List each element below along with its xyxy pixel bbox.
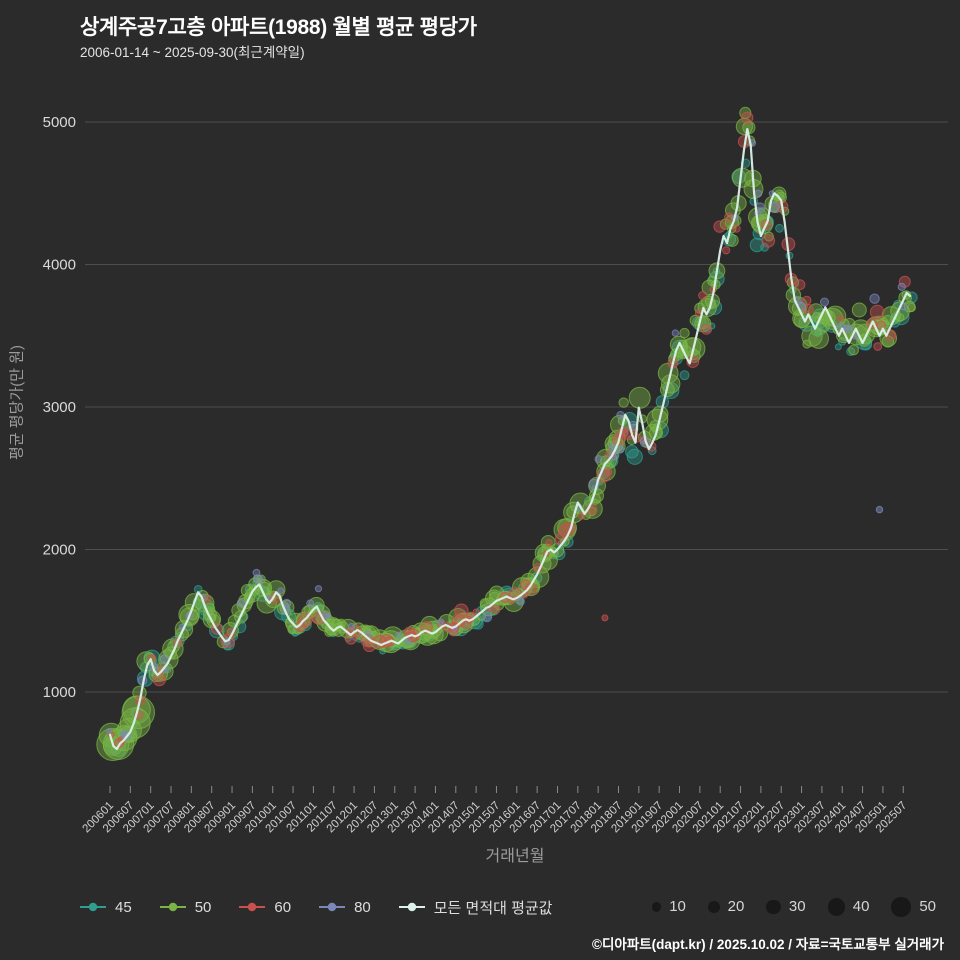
size-circle-icon: [707, 901, 720, 913]
page-subtitle: 2006-01-14 ~ 2025-09-30(최근계약일): [80, 45, 305, 60]
size-legend-label: 30: [788, 898, 806, 916]
credit-text: ©디아파트(dapt.kr) / 2025.10.02 / 자료=국토교통부 실…: [592, 937, 944, 952]
svg-text:5000: 5000: [43, 114, 76, 131]
size-legend-item-20: 20: [707, 898, 745, 916]
legend-item-80[interactable]: 80: [317, 899, 371, 916]
svg-text:3000: 3000: [43, 399, 76, 416]
size-circle-icon: [652, 902, 662, 912]
x-axis-title: 거래년월: [485, 848, 545, 865]
legend-marker-icon: [239, 902, 266, 912]
chart-canvas[interactable]: 1000200030004000500020060120060720070120…: [0, 0, 960, 852]
size-legend-label: 50: [919, 898, 936, 916]
y-axis-title: 평균 평당가(만 원): [8, 345, 26, 460]
size-circle-icon: [891, 897, 912, 917]
legend-label: 모든 면적대 평균값: [433, 899, 553, 917]
size-legend-label: 20: [727, 898, 745, 916]
size-legend-item-30: 30: [766, 898, 806, 916]
legend-label: 80: [354, 898, 371, 916]
legend-item-60[interactable]: 60: [237, 899, 291, 916]
legend-label: 45: [115, 898, 132, 916]
legend-item-50[interactable]: 50: [158, 898, 212, 916]
legend-marker-icon: [80, 902, 106, 912]
legend-bar: 45 50 60 80 모든 면적대 평균값 10 20 30 40 50: [78, 893, 936, 921]
legend-item-모든 면적대 평균값[interactable]: 모든 면적대 평균값: [397, 897, 553, 918]
size-legend-item-10: 10: [652, 898, 686, 915]
size-circle-icon: [766, 899, 781, 915]
legend-label: 50: [194, 898, 212, 916]
size-legend-item-50: 50: [891, 897, 936, 917]
series-legend: 45 50 60 80 모든 면적대 평균값: [78, 897, 553, 918]
size-legend: 10 20 30 40 50: [652, 897, 936, 917]
legend-label: 60: [274, 898, 292, 916]
svg-text:4000: 4000: [43, 257, 76, 274]
legend-marker-icon: [159, 902, 186, 912]
legend-item-45[interactable]: 45: [78, 899, 132, 916]
size-legend-label: 10: [669, 898, 686, 916]
size-legend-label: 40: [852, 898, 870, 916]
size-circle-icon: [827, 898, 845, 916]
svg-text:1000: 1000: [43, 684, 76, 701]
page-title: 상계주공7고층 아파트(1988) 월별 평균 평당가: [80, 16, 477, 39]
legend-marker-icon: [398, 902, 425, 912]
legend-marker-icon: [319, 902, 346, 912]
svg-text:2000: 2000: [43, 542, 76, 559]
size-legend-item-40: 40: [827, 898, 870, 916]
